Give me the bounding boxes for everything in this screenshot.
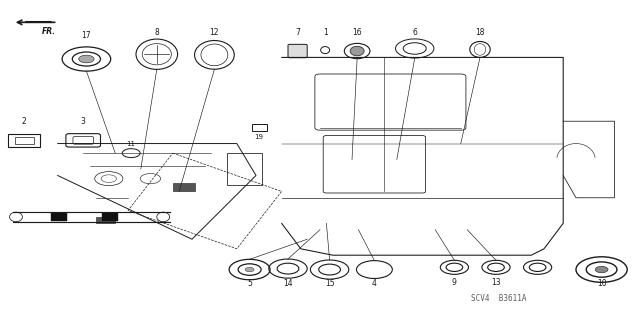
Bar [96, 217, 115, 223]
Bar [51, 213, 67, 221]
Text: SCV4  B3611A: SCV4 B3611A [472, 294, 527, 303]
Ellipse shape [350, 46, 364, 56]
FancyBboxPatch shape [288, 44, 307, 58]
Text: 17: 17 [81, 31, 92, 40]
Text: 3: 3 [81, 117, 86, 126]
Text: 11: 11 [127, 141, 136, 147]
Text: 13: 13 [491, 278, 501, 287]
Bar [173, 183, 195, 191]
Bar [102, 213, 118, 221]
Text: 5: 5 [247, 279, 252, 288]
Text: 8: 8 [154, 28, 159, 37]
Text: 10: 10 [596, 279, 607, 288]
Circle shape [595, 266, 608, 273]
Text: 12: 12 [210, 28, 219, 37]
Text: 19: 19 [255, 134, 264, 140]
Text: 2: 2 [22, 117, 27, 126]
Text: FR.: FR. [42, 27, 56, 36]
Text: 15: 15 [324, 279, 335, 288]
Bar [252, 124, 267, 131]
Text: 16: 16 [352, 28, 362, 37]
Bar [8, 134, 40, 147]
Text: 18: 18 [476, 28, 484, 37]
Circle shape [79, 55, 94, 63]
Bar [15, 137, 34, 144]
Text: 4: 4 [372, 279, 377, 288]
Text: 14: 14 [283, 279, 293, 288]
Text: 1: 1 [323, 28, 328, 37]
Text: 9: 9 [452, 278, 457, 287]
Circle shape [245, 267, 254, 272]
Text: 7: 7 [295, 28, 300, 37]
Text: 6: 6 [412, 28, 417, 37]
